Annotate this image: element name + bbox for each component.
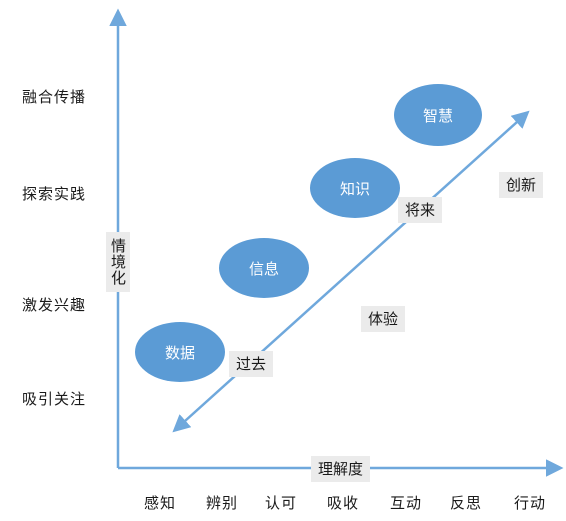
y-level-4: 吸引关注 xyxy=(22,390,87,408)
y-axis-title: 情境化 xyxy=(106,232,130,292)
bubble-information: 信息 xyxy=(219,238,309,298)
x-level-5: 互动 xyxy=(389,494,423,512)
y-level-3: 激发兴趣 xyxy=(22,296,87,314)
y-level-1: 融合传播 xyxy=(22,88,87,106)
y-level-2: 探索实践 xyxy=(22,185,87,203)
x-level-7: 行动 xyxy=(513,494,547,512)
x-level-2: 辨别 xyxy=(205,494,239,512)
bubble-data: 数据 xyxy=(135,322,225,382)
timeline-arrow xyxy=(172,110,530,433)
label-future: 将来 xyxy=(398,197,443,223)
x-level-1: 感知 xyxy=(143,494,177,512)
x-level-6: 反思 xyxy=(449,494,483,512)
x-axis-title: 理解度 xyxy=(311,456,371,482)
bubble-knowledge: 知识 xyxy=(310,158,400,218)
x-level-3: 认可 xyxy=(264,494,298,512)
bubble-wisdom: 智慧 xyxy=(394,84,482,146)
label-innovation: 创新 xyxy=(499,172,544,198)
label-past: 过去 xyxy=(229,351,274,377)
label-experience: 体验 xyxy=(361,306,406,332)
x-level-4: 吸收 xyxy=(326,494,360,512)
